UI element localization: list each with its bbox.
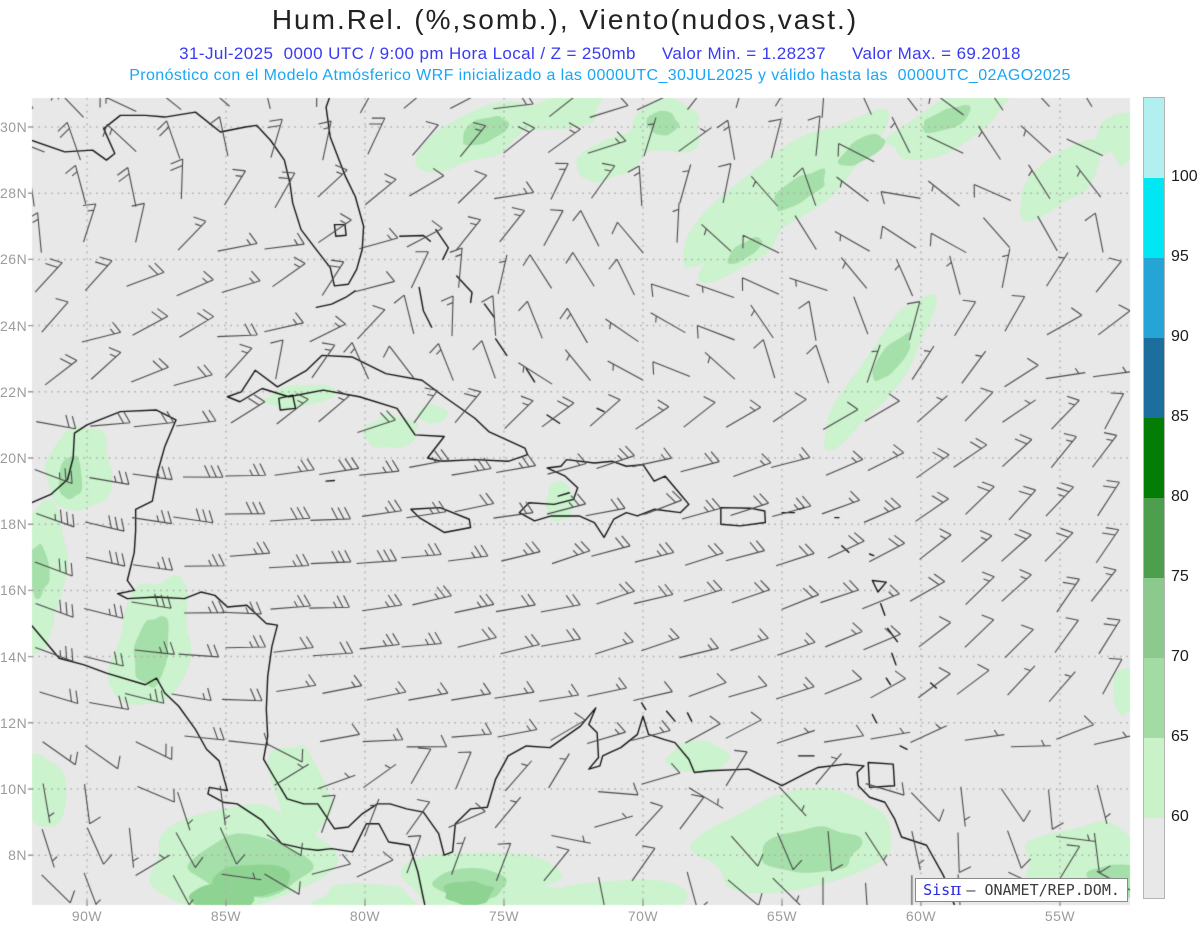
lat-tick-label: 22N xyxy=(0,383,28,400)
lon-tick-label: 75W xyxy=(488,908,520,924)
colorbar-tick-label: 65 xyxy=(1171,728,1189,745)
colorbar-tick-label: 95 xyxy=(1171,248,1189,265)
colorbar-segment xyxy=(1144,178,1164,258)
colorbar-tick-label: 75 xyxy=(1171,568,1189,585)
colorbar-tick-label: 70 xyxy=(1171,648,1189,665)
lon-tick-label: 55W xyxy=(1044,908,1076,924)
sistt-logo: Sisπ xyxy=(923,881,961,899)
colorbar-tick-label: 60 xyxy=(1171,808,1189,825)
branding-box: Sisπ — ONAMET/REP.DOM. xyxy=(915,878,1128,902)
pi-icon: π xyxy=(950,880,962,900)
colorbar-segment xyxy=(1144,338,1164,418)
colorbar-segment xyxy=(1144,98,1164,178)
humidity-colorbar xyxy=(1143,97,1165,899)
lon-tick-label: 60W xyxy=(905,908,937,924)
colorbar-tick-label: 80 xyxy=(1171,488,1189,505)
sistt-logo-text: Sis xyxy=(923,881,951,899)
lon-tick-label: 90W xyxy=(71,908,103,924)
lat-tick-label: 14N xyxy=(0,648,28,665)
colorbar-segment xyxy=(1144,578,1164,658)
colorbar-segment xyxy=(1144,418,1164,498)
org-name: ONAMET/REP.DOM. xyxy=(984,881,1120,899)
lat-tick-label: 24N xyxy=(0,317,28,334)
colorbar-segment xyxy=(1144,738,1164,818)
colorbar-tick-label: 90 xyxy=(1171,328,1189,345)
separator-dash: — xyxy=(966,881,976,899)
lat-tick-label: 30N xyxy=(0,119,28,135)
lat-tick-label: 16N xyxy=(0,582,28,599)
lat-tick-label: 8N xyxy=(8,847,27,864)
lon-tick-label: 80W xyxy=(349,908,381,924)
lon-tick-label: 85W xyxy=(210,908,242,924)
colorbar-segment xyxy=(1144,818,1164,898)
colorbar-segment xyxy=(1144,258,1164,338)
org-label: — ONAMET/REP.DOM. xyxy=(966,881,1120,899)
lon-tick-label: 65W xyxy=(766,908,798,924)
lat-tick-label: 26N xyxy=(0,251,28,268)
colorbar-tick-label: 100 xyxy=(1171,168,1198,185)
lat-tick-label: 18N xyxy=(0,516,28,533)
lat-tick-label: 12N xyxy=(0,714,28,731)
colorbar-tick-label: 85 xyxy=(1171,408,1189,425)
colorbar-segment xyxy=(1144,498,1164,578)
lat-tick-label: 28N xyxy=(0,185,28,202)
colorbar-segment xyxy=(1144,658,1164,738)
lat-tick-label: 20N xyxy=(0,450,28,466)
lon-tick-label: 70W xyxy=(627,908,659,924)
lat-tick-label: 10N xyxy=(0,781,28,797)
